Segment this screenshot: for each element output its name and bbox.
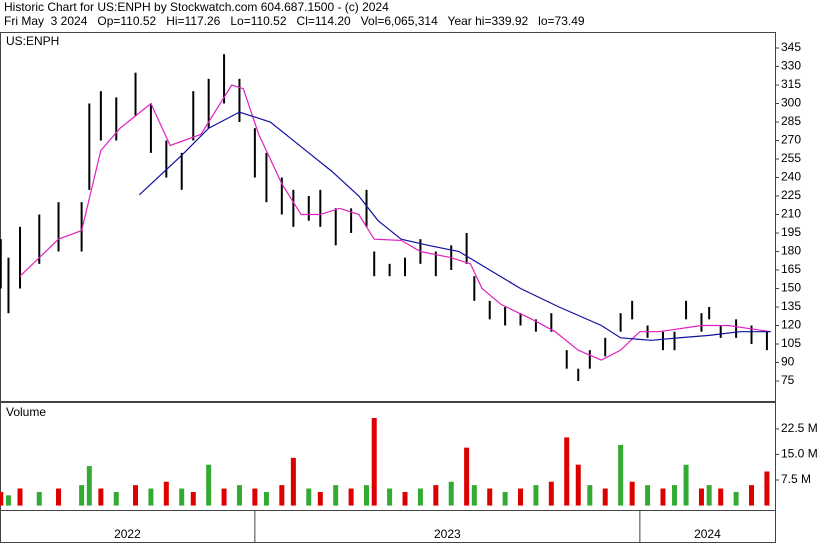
volume-bar — [98, 488, 104, 506]
volume-bar — [79, 485, 85, 506]
volume-bar — [518, 488, 524, 506]
y-tick-label: 345 — [781, 40, 801, 54]
x-tick-label: 2022 — [114, 527, 141, 541]
volume-bar — [471, 485, 477, 506]
volume-bar — [645, 485, 651, 506]
y-tick-label: 210 — [781, 207, 801, 221]
volume-bar — [348, 488, 354, 506]
volume-bar — [252, 488, 258, 506]
y-tick-label: 285 — [781, 114, 801, 128]
y-tick-label: 7.5 M — [781, 472, 811, 486]
volume-bar — [660, 488, 666, 506]
volume-bar — [179, 488, 185, 506]
y-tick-label: 330 — [781, 59, 801, 73]
y-tick-label: 15.0 M — [781, 447, 818, 461]
y-tick-label: 255 — [781, 151, 801, 165]
y-tick-label: 120 — [781, 318, 801, 332]
volume-bar — [236, 485, 242, 506]
volume-bar — [402, 491, 408, 506]
x-tick-label: 2024 — [694, 527, 721, 541]
volume-bar — [417, 488, 423, 506]
volume-bar — [602, 488, 608, 506]
volume-bar — [263, 491, 269, 506]
volume-bar — [17, 488, 23, 506]
volume-bar — [548, 481, 554, 506]
volume-bar — [433, 485, 439, 506]
volume-bar — [371, 417, 377, 506]
volume-bar — [464, 447, 470, 506]
volume-bar — [448, 481, 454, 506]
volume-bar — [333, 485, 339, 506]
volume-bar — [533, 485, 539, 506]
y-tick-label: 135 — [781, 299, 801, 313]
header-title: Historic Chart for US:ENPH by Stockwatch… — [4, 0, 389, 14]
volume-bar — [206, 464, 212, 506]
volume-bar — [113, 491, 119, 506]
volume-bar — [364, 485, 370, 506]
y-tick-label: 240 — [781, 170, 801, 184]
header-quote: Fri May 3 2024 Op=110.52 Hi=117.26 Lo=11… — [4, 14, 585, 28]
volume-bar — [279, 485, 285, 506]
volume-bar — [0, 491, 4, 506]
volume-bar — [306, 488, 312, 506]
volume-bar — [487, 488, 493, 506]
volume-bar — [718, 488, 724, 506]
volume-bar — [190, 491, 196, 506]
volume-bar — [733, 491, 739, 506]
y-tick-label: 75 — [781, 373, 795, 387]
volume-bar — [629, 481, 635, 506]
y-tick-label: 165 — [781, 262, 801, 276]
volume-bar — [672, 485, 678, 506]
volume-bar — [5, 495, 11, 506]
volume-bar — [221, 488, 227, 506]
volume-bar — [56, 488, 62, 506]
volume-bar — [502, 491, 508, 506]
y-tick-label: 90 — [781, 355, 795, 369]
volume-bar — [317, 491, 323, 506]
volume-bar — [36, 491, 42, 506]
volume-bar — [86, 466, 92, 506]
y-tick-label: 225 — [781, 188, 801, 202]
volume-bar — [163, 481, 169, 506]
volume-bar — [764, 471, 770, 506]
volume-bar — [698, 488, 704, 506]
y-tick-label: 195 — [781, 225, 801, 239]
y-tick-label: 300 — [781, 96, 801, 110]
volume-bar — [133, 485, 139, 506]
volume-bar — [683, 464, 689, 506]
volume-bar — [290, 457, 296, 506]
price-panel — [0, 32, 776, 402]
volume-label: Volume — [6, 405, 46, 419]
volume-bar — [148, 488, 154, 506]
y-tick-label: 150 — [781, 281, 801, 295]
moving-average — [138, 111, 771, 341]
y-tick-label: 270 — [781, 133, 801, 147]
volume-bar — [575, 464, 581, 506]
volume-bar — [387, 488, 393, 506]
volume-bar — [587, 485, 593, 506]
y-tick-label: 180 — [781, 244, 801, 258]
volume-bar — [618, 444, 624, 506]
volume-bar — [749, 485, 755, 506]
volume-bar — [706, 485, 712, 506]
y-tick-label: 105 — [781, 336, 801, 350]
price-label: US:ENPH — [6, 34, 59, 48]
moving-average — [19, 84, 771, 361]
y-tick-label: 315 — [781, 77, 801, 91]
volume-bar — [564, 437, 570, 506]
x-tick-label: 2023 — [434, 527, 461, 541]
y-tick-label: 22.5 M — [781, 421, 818, 435]
